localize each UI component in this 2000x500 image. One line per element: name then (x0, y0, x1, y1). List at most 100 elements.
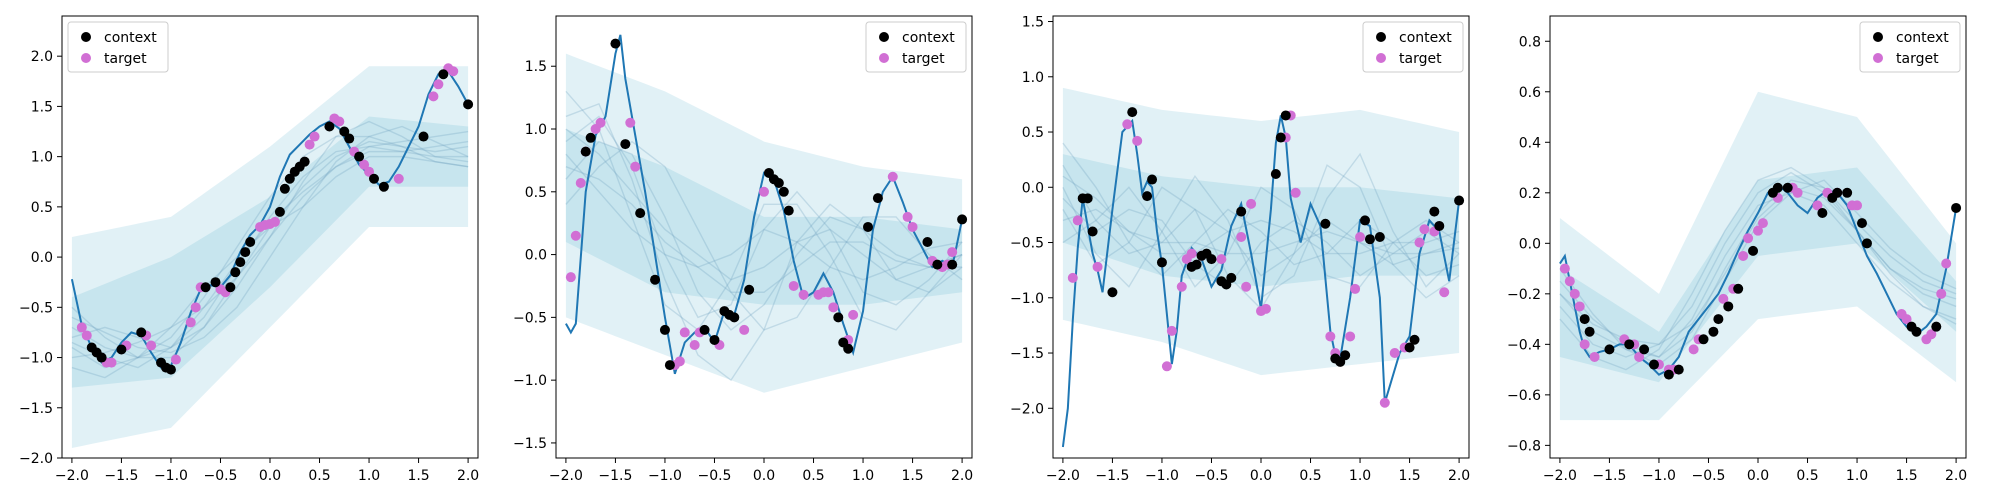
target-point (1389, 348, 1400, 359)
context-point (1579, 314, 1590, 325)
plot-area (1061, 87, 1465, 448)
y-tick-label: 0.0 (525, 248, 547, 264)
plot-area (1559, 91, 1962, 421)
sample-curve-1 (71, 145, 469, 359)
target-point (428, 91, 439, 102)
context-point (1673, 364, 1684, 375)
target-point (595, 117, 606, 128)
context-point (235, 257, 246, 268)
y-tick-label: 0.2 (1519, 186, 1541, 202)
context-point (1733, 283, 1744, 294)
x-tick-label: 1.0 (1349, 468, 1371, 484)
sample-curve-7 (1062, 175, 1460, 255)
sample-curve-5 (71, 120, 469, 349)
context-point (344, 133, 355, 144)
context-point (225, 282, 236, 293)
target-legend-marker (1873, 53, 1883, 63)
context-point (922, 237, 933, 248)
legend-box (67, 21, 169, 73)
context-point (1320, 218, 1331, 229)
context-point (709, 334, 720, 345)
target-point (1743, 233, 1754, 244)
target-point (309, 131, 320, 142)
context-point (1817, 208, 1828, 219)
context-point (580, 146, 591, 157)
sample-curve-2 (1062, 197, 1460, 288)
target-point (1216, 254, 1227, 265)
target-point (170, 354, 181, 365)
legend-label: context (1399, 30, 1452, 46)
mean-curve (1559, 183, 1958, 376)
sample-curve-5 (1062, 152, 1460, 299)
sample-curve-4 (565, 166, 963, 293)
x-tick-label: 0.5 (308, 468, 330, 484)
context-point (778, 186, 789, 197)
context-point (1156, 257, 1167, 268)
context-point (339, 126, 350, 137)
target-point (1290, 187, 1301, 198)
y-tick-label: 0.5 (525, 185, 547, 201)
target-point (393, 173, 404, 184)
target-point (1166, 325, 1177, 336)
target-point (1688, 344, 1699, 355)
context-point (1374, 232, 1385, 242)
context-point (378, 181, 389, 192)
x-tick-label: 1.5 (901, 468, 923, 484)
target-point (1132, 135, 1143, 146)
x-tick-label: 1.5 (407, 468, 429, 484)
sample-curve-2 (565, 140, 963, 331)
context-point (116, 344, 127, 355)
context-point (1270, 169, 1281, 180)
y-tick-label: −0.5 (19, 300, 53, 316)
context-point (1142, 191, 1153, 202)
sample-curve-8 (565, 103, 963, 382)
context-point (1236, 206, 1247, 217)
target-point (1355, 232, 1366, 242)
context-point (947, 259, 958, 270)
x-tick-label: 2.0 (1945, 468, 1967, 484)
context-point (1861, 238, 1872, 249)
sample-curve-1 (1062, 164, 1460, 277)
y-tick-label: 0.0 (1022, 180, 1044, 196)
target-point (887, 171, 898, 182)
target-point (1936, 288, 1947, 299)
x-tick-label: −1.5 (104, 468, 138, 484)
target-point (1439, 287, 1450, 298)
target-point (1161, 361, 1172, 372)
context-point (659, 324, 670, 335)
context-point (1782, 182, 1793, 193)
y-tick-label: −0.6 (1507, 388, 1541, 404)
y-tick-label: 1.0 (31, 150, 53, 166)
target-point (1260, 303, 1271, 314)
context-point (1911, 326, 1922, 337)
target-point (433, 79, 444, 90)
target-point (575, 178, 586, 189)
target-legend-marker (879, 53, 889, 63)
target-point (1379, 397, 1390, 408)
target-point (1072, 215, 1083, 226)
target-point (1419, 224, 1430, 235)
context-point (279, 183, 290, 194)
uncertainty-band-inner (1559, 167, 1957, 383)
context-point (635, 208, 646, 219)
y-tick-label: 2.0 (31, 49, 53, 65)
y-tick-label: −2.0 (19, 451, 53, 467)
sample-curve-1 (565, 128, 963, 281)
context-legend-marker (1376, 32, 1386, 42)
context-point (1663, 369, 1674, 380)
target-point (1246, 198, 1257, 209)
target-point (1067, 272, 1078, 283)
target-point (1634, 351, 1645, 362)
context-point (1364, 234, 1375, 245)
context-point (833, 312, 844, 323)
legend-label: target (1896, 51, 1939, 67)
x-tick-label: −0.5 (1194, 468, 1228, 484)
context-point (843, 343, 854, 354)
context-point (783, 205, 794, 216)
context-point (699, 324, 710, 335)
x-tick-label: 2.0 (1448, 468, 1470, 484)
sample-curve-7 (565, 153, 963, 281)
y-tick-label: −0.5 (1010, 236, 1044, 252)
context-point (872, 193, 883, 204)
